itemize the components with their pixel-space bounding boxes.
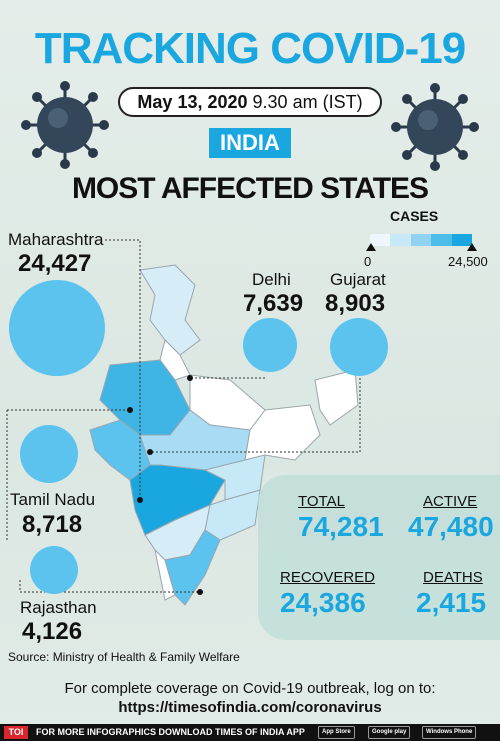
country-badge: INDIA bbox=[209, 128, 291, 158]
virus-icon-left bbox=[21, 81, 109, 169]
google-play-badge[interactable]: Google play bbox=[368, 726, 411, 739]
map-region-east bbox=[244, 404, 321, 461]
deaths-value: 2,415 bbox=[416, 587, 487, 618]
state-cases-tamilnadu: 8,718 bbox=[22, 511, 83, 538]
bubble-maharashtra bbox=[9, 280, 105, 376]
legend-swatch bbox=[410, 234, 432, 246]
recovered-value: 24,386 bbox=[280, 587, 366, 618]
bottom-bar-text: FOR MORE INFOGRAPHICS DOWNLOAD TIMES OF … bbox=[36, 727, 305, 737]
page-title: TRACKING COVID-19 bbox=[34, 24, 466, 73]
section-subtitle: MOST AFFECTED STATES bbox=[71, 172, 429, 205]
state-cases-maharashtra: 24,427 bbox=[18, 250, 92, 277]
legend-max-marker bbox=[467, 243, 477, 251]
source-note: Source: Ministry of Health & Family Welf… bbox=[8, 650, 240, 664]
bubble-delhi bbox=[243, 318, 297, 372]
bubble-tamilnadu bbox=[20, 425, 78, 483]
recovered-label: RECOVERED bbox=[280, 569, 376, 586]
app-store-badge[interactable]: App Store bbox=[318, 726, 355, 739]
state-name-rajasthan: Rajasthan bbox=[20, 598, 97, 617]
date-badge: May 13, 2020 9.30 am (IST) bbox=[118, 87, 382, 117]
active-label: ACTIVE bbox=[423, 493, 478, 510]
time-text: 9.30 am (IST) bbox=[252, 92, 363, 112]
bubble-gujarat bbox=[330, 318, 388, 376]
total-label: TOTAL bbox=[298, 493, 345, 510]
state-name-tamilnadu: Tamil Nadu bbox=[10, 490, 96, 509]
toi-logo: TOI bbox=[4, 726, 28, 739]
map-region-maharashtra bbox=[129, 464, 226, 536]
stats-panel: TOTAL 74,281 ACTIVE 47,480 RECOVERED 24,… bbox=[258, 475, 500, 640]
footer-text: For complete coverage on Covid-19 outbre… bbox=[64, 680, 436, 697]
legend-min: 0 bbox=[364, 254, 372, 269]
state-name-delhi: Delhi bbox=[252, 270, 291, 289]
total-value: 74,281 bbox=[298, 511, 384, 542]
state-name-maharashtra: Maharashtra bbox=[8, 230, 104, 249]
date-text: May 13, 2020 bbox=[137, 92, 248, 112]
legend-max: 24,500 bbox=[448, 254, 488, 269]
legend-swatch bbox=[431, 234, 452, 246]
map-region-tamilnadu bbox=[164, 529, 221, 606]
virus-icon-right bbox=[391, 83, 479, 171]
legend-title: CASES bbox=[390, 208, 439, 224]
legend-swatch bbox=[390, 234, 411, 246]
state-name-gujarat: Gujarat bbox=[330, 270, 386, 289]
state-cases-delhi: 7,639 bbox=[243, 290, 304, 317]
deaths-label: DEATHS bbox=[423, 569, 483, 586]
legend-swatch bbox=[451, 234, 473, 246]
footer-link[interactable]: https://timesofindia.com/coronavirus bbox=[118, 699, 382, 716]
bubble-rajasthan bbox=[30, 546, 78, 594]
india-map bbox=[89, 264, 359, 606]
bottom-bar: TOI FOR MORE INFOGRAPHICS DOWNLOAD TIMES… bbox=[0, 724, 500, 741]
map-region-north bbox=[139, 264, 201, 356]
windows-phone-badge[interactable]: Windows Phone bbox=[422, 726, 477, 739]
active-value: 47,480 bbox=[408, 511, 494, 542]
legend-min-marker bbox=[366, 243, 376, 251]
state-cases-rajasthan: 4,126 bbox=[22, 618, 83, 645]
state-cases-gujarat: 8,903 bbox=[325, 290, 386, 317]
